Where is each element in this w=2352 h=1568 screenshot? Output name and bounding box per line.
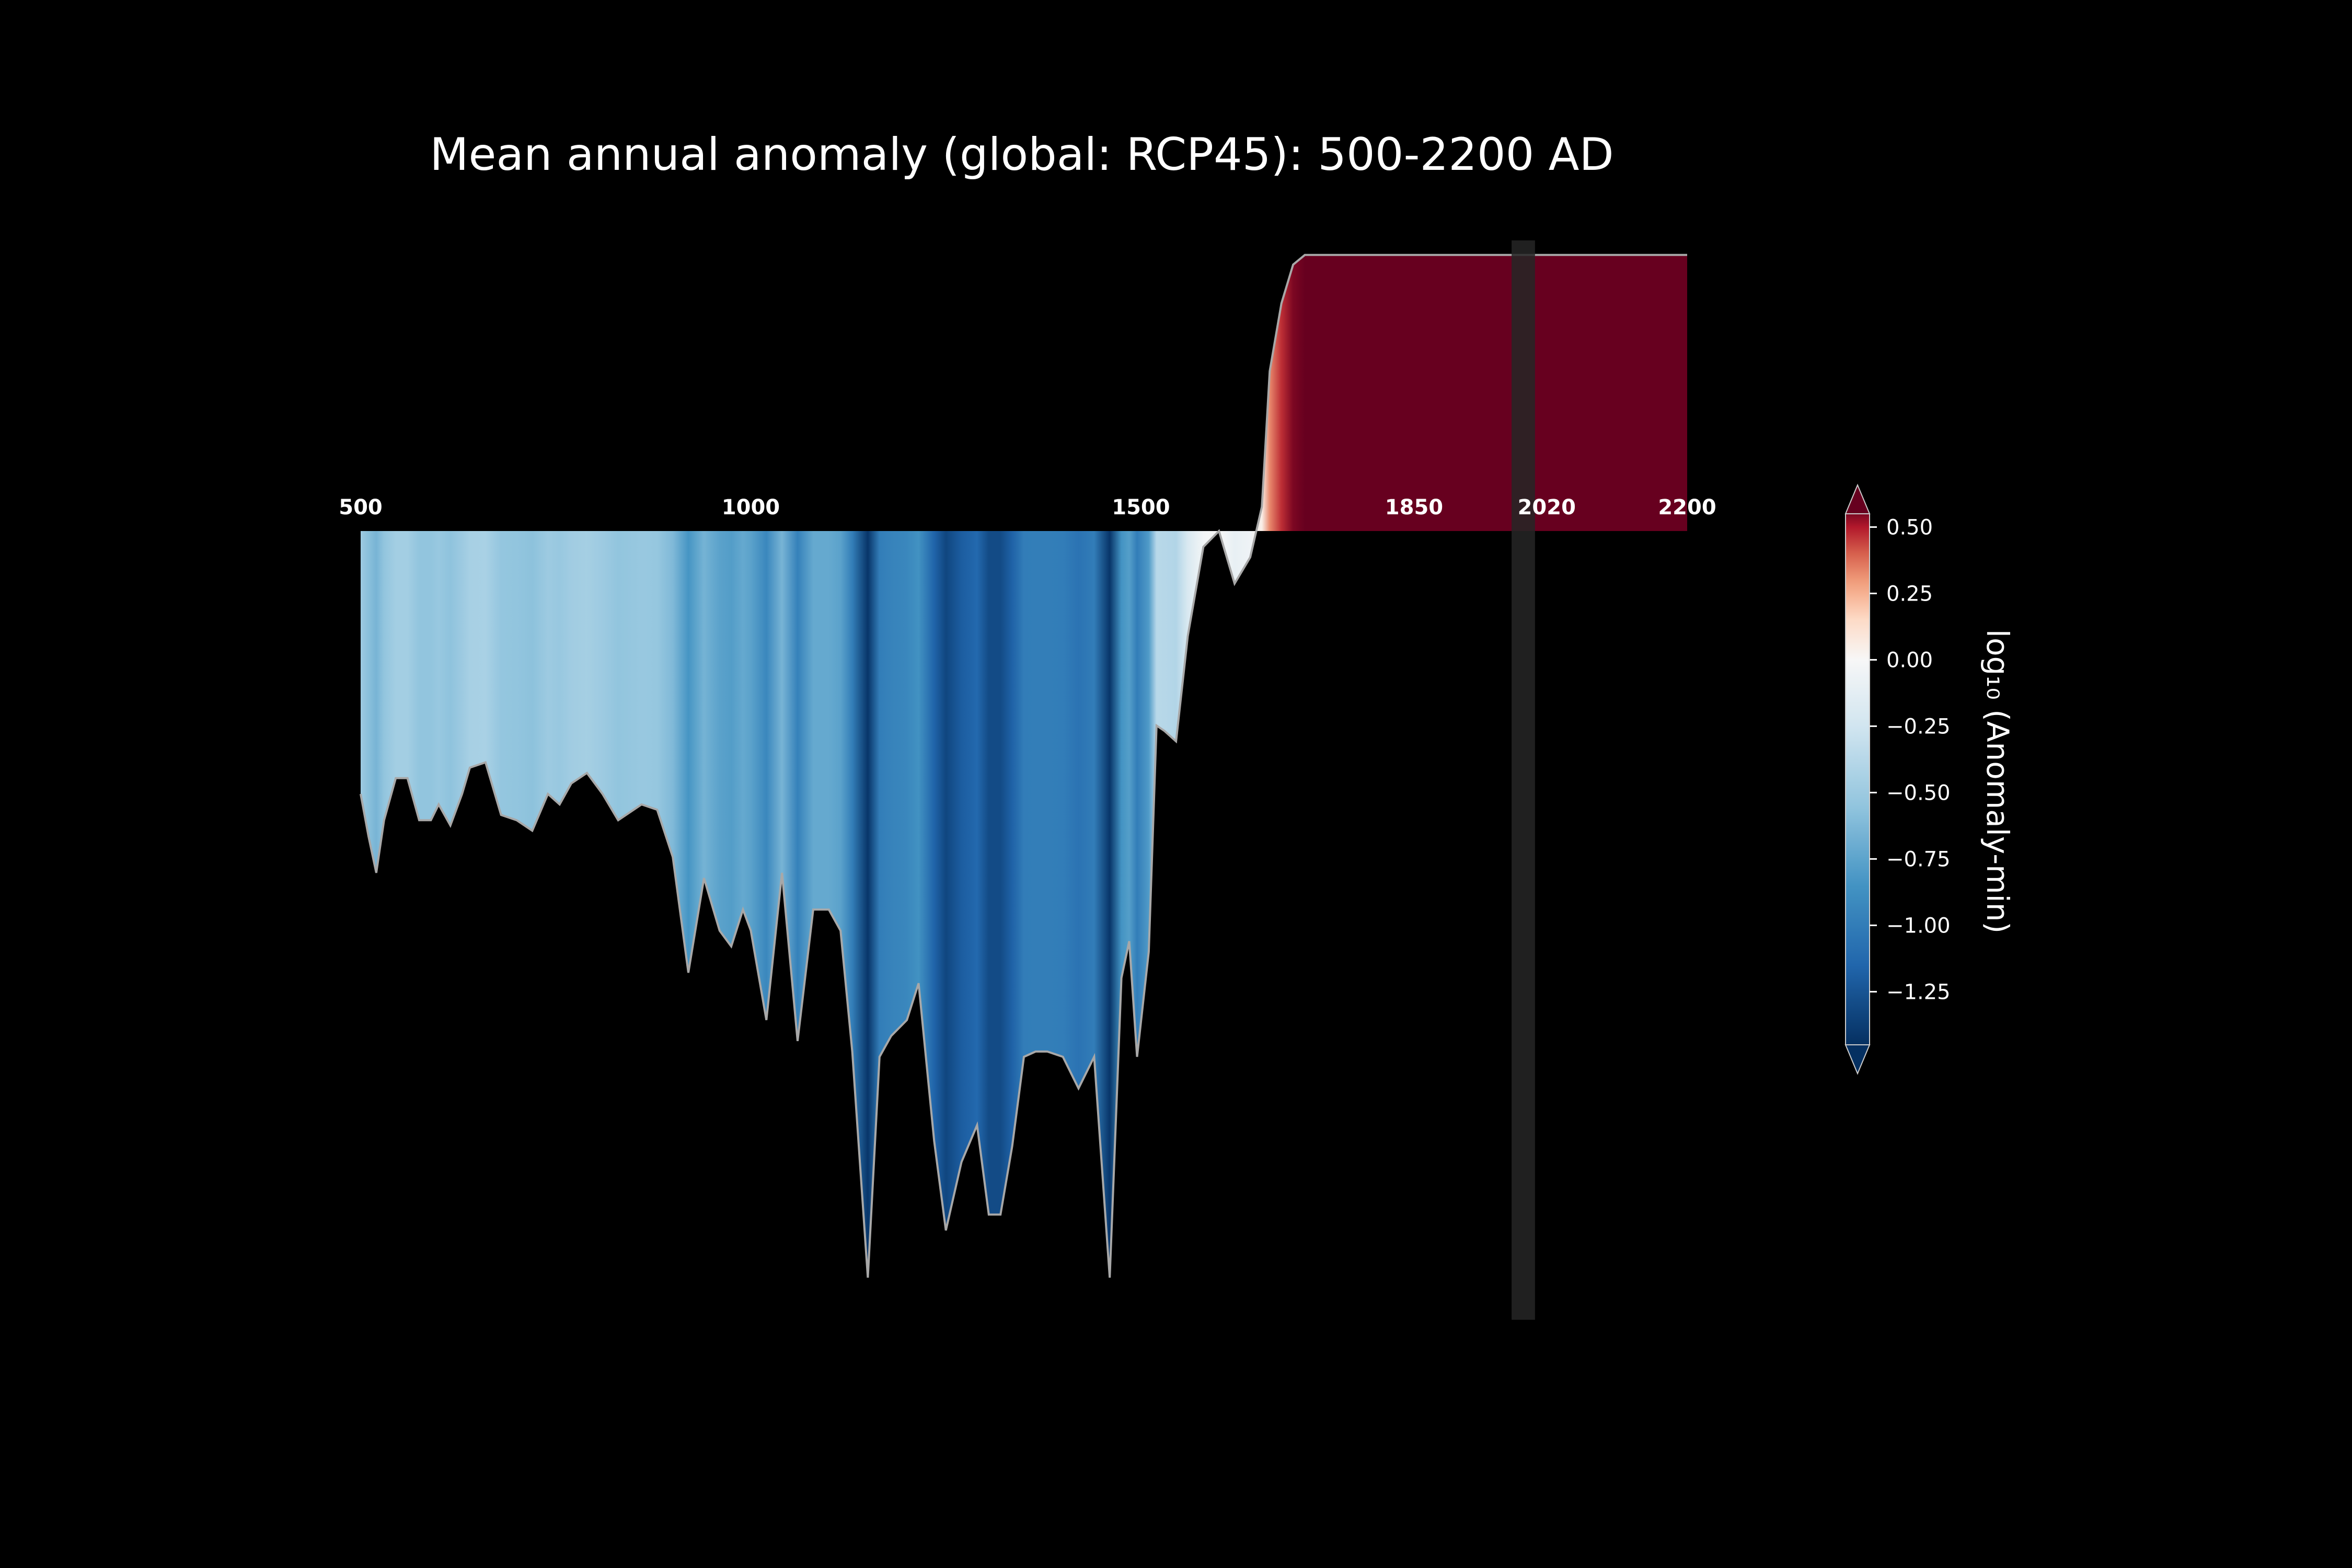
- x-tick-label: 500: [339, 495, 383, 520]
- chart-title: Mean annual anomaly (global: RCP45): 500…: [430, 129, 1613, 181]
- colorbar-label: log₁₀ (Anomaly-min): [1980, 629, 2015, 933]
- colorbar-tick-label: 0.50: [1886, 515, 1933, 539]
- colorbar-tick-label: −0.50: [1886, 781, 1951, 805]
- x-axis-ticks: 500 1000 1500 1850 2020 2200: [339, 495, 1716, 520]
- colorbar-tick-label: −0.25: [1886, 714, 1951, 739]
- x-tick-label: 1500: [1112, 495, 1170, 520]
- anomaly-line: [360, 253, 1687, 1278]
- x-tick-label: 1850: [1385, 495, 1443, 520]
- x-tick-label: 2200: [1658, 495, 1716, 520]
- colorbar: 0.50 0.25 0.00 −0.25 −0.50 −0.75 −1.00 −1.25: [1844, 483, 1951, 1075]
- anomaly-area: [361, 255, 1687, 1278]
- colorbar-tick-label: −1.00: [1886, 914, 1951, 938]
- colorbar-tick-label: 0.00: [1886, 648, 1933, 672]
- shaded-band: [1512, 240, 1535, 1320]
- colorbar-gradient: [1846, 514, 1870, 1045]
- chart-marks: [360, 240, 1687, 1320]
- x-tick-label: 1000: [722, 495, 780, 520]
- colorbar-tick-label: −0.75: [1886, 847, 1951, 871]
- colorbar-frame: [1845, 513, 1870, 1045]
- colorbar-tick-label: 0.25: [1886, 582, 1933, 606]
- colorbar-tick-label: −1.25: [1886, 980, 1951, 1004]
- x-tick-label: 2020: [1518, 495, 1576, 520]
